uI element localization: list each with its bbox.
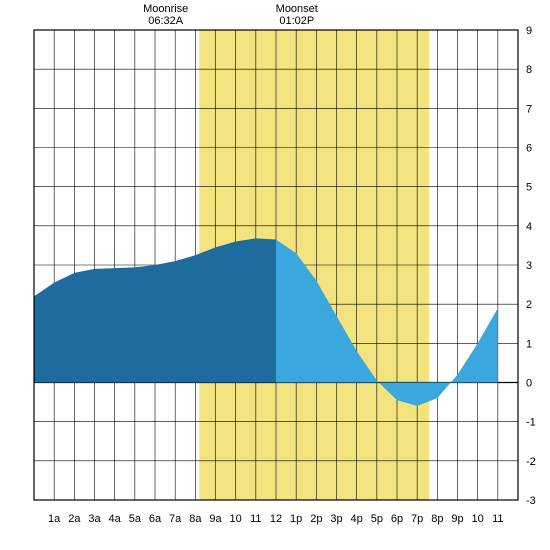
x-tick-label: 3a [88, 513, 101, 525]
x-tick-label: 5a [129, 513, 142, 525]
y-tick-label: 5 [526, 182, 532, 194]
y-tick-label: -3 [526, 495, 536, 507]
y-tick-label: -1 [526, 417, 536, 429]
x-tick-label: 10 [472, 513, 484, 525]
x-tick-label: 2a [68, 513, 81, 525]
x-tick-label: 6p [391, 513, 403, 525]
moon-event-title: Moonrise [143, 3, 188, 15]
y-tick-label: 7 [526, 103, 532, 115]
x-tick-label: 10 [230, 513, 242, 525]
x-tick-label: 11 [250, 513, 261, 525]
y-tick-label: 2 [526, 299, 532, 311]
moon-event-title: Moonset [276, 3, 318, 15]
x-tick-label: 9a [209, 513, 222, 525]
y-tick-label: 6 [526, 143, 532, 155]
moon-event-time: 06:32A [148, 15, 184, 27]
x-axis-labels: 1a 2a 3a 4a 5a 6a 7a 8a 9a 10 11 12 1p 2p 3p 4p 5p 6p 7p 8p… [48, 513, 504, 525]
moon-event-time: 01:02P [279, 15, 314, 27]
x-tick-label: 7p [411, 513, 423, 525]
y-tick-label: 3 [526, 260, 532, 272]
y-tick-label: 4 [526, 221, 532, 233]
x-tick-label: 4a [109, 513, 122, 525]
x-tick-label: 3p [330, 513, 342, 525]
y-tick-label: 8 [526, 64, 532, 76]
x-tick-label: 1a [48, 513, 61, 525]
y-tick-label: 0 [526, 378, 532, 390]
y-tick-label: 9 [526, 25, 532, 37]
x-tick-label: 8p [431, 513, 443, 525]
x-tick-label: 8a [189, 513, 202, 525]
x-tick-label: 6a [149, 513, 162, 525]
x-tick-label: 5p [371, 513, 383, 525]
x-tick-label: 4p [351, 513, 363, 525]
x-tick-label: 2p [310, 513, 322, 525]
x-tick-label: 7a [169, 513, 182, 525]
chart-svg: 1a2a3a4a5a6a7a8a9a1011121p2p3p4p5p6p7p8p… [0, 0, 550, 550]
y-tick-label: -2 [526, 456, 536, 468]
x-tick-label: 9p [451, 513, 463, 525]
tide-chart: 1a2a3a4a5a6a7a8a9a1011121p2p3p4p5p6p7p8p… [0, 0, 550, 550]
y-tick-label: 1 [526, 338, 532, 350]
x-tick-label: 11 [492, 513, 503, 525]
x-tick-label: 12 [270, 513, 282, 525]
x-tick-label: 1p [290, 513, 302, 525]
